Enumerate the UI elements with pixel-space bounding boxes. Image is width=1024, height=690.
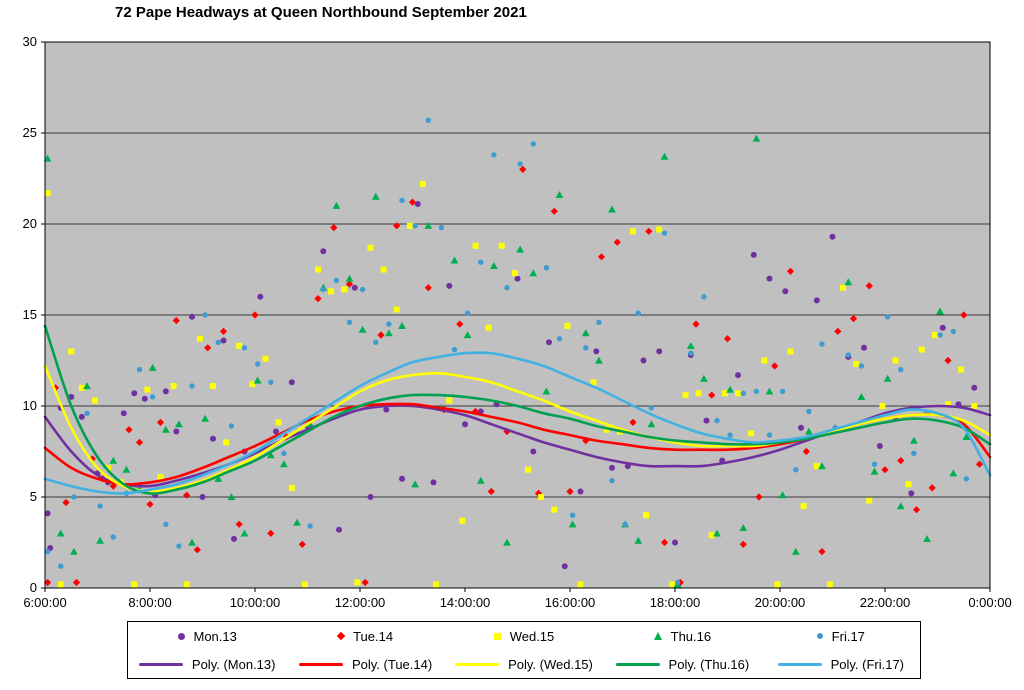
legend-item-poly-fri17: Poly. (Fri.17) — [762, 657, 920, 672]
trendline-Poly. (Wed.15) — [43, 364, 992, 493]
x-tick-label: 8:00:00 — [128, 595, 171, 610]
legend-item-wed15: Wed.15 — [445, 629, 603, 644]
x-tick-label: 22:00:00 — [860, 595, 911, 610]
x-axis: 6:00:00 8:00:00 10:00:00 12:00:00 14:00:00 16… — [23, 588, 1012, 610]
y-tick-label: 10 — [23, 398, 37, 413]
legend-label: Fri.17 — [831, 628, 865, 644]
poly-mon13-line-icon — [138, 662, 183, 666]
legend-label: Poly. (Thu.16) — [668, 656, 750, 672]
legend-label: Poly. (Fri.17) — [830, 656, 904, 672]
x-tick-label: 6:00:00 — [23, 595, 66, 610]
legend-item-thu16: Thu.16 — [603, 629, 761, 644]
y-tick-label: 0 — [30, 580, 37, 595]
y-axis: 0 5 10 15 20 25 30 — [23, 34, 45, 595]
x-tick-label: 16:00:00 — [545, 595, 596, 610]
legend-label: Poly. (Wed.15) — [508, 656, 593, 672]
legend-item-mon13: Mon.13 — [128, 629, 286, 644]
tue14-marker-icon — [336, 631, 346, 641]
legend-row-markers: Mon.13 Tue.14 Wed.15 Thu.16 Fri.17 — [128, 622, 920, 650]
legend-item-poly-mon13: Poly. (Mon.13) — [128, 657, 286, 672]
x-tick-label: 10:00:00 — [230, 595, 281, 610]
fri17-marker-icon — [816, 633, 823, 639]
legend-label: Tue.14 — [353, 628, 394, 644]
legend-label: Poly. (Mon.13) — [191, 656, 276, 672]
thu16-marker-icon — [653, 632, 662, 640]
x-tick-label: 12:00:00 — [335, 595, 386, 610]
trendline-Poly. (Thu.16) — [43, 324, 992, 495]
legend-item-poly-tue14: Poly. (Tue.14) — [286, 657, 444, 672]
legend-label: Poly. (Tue.14) — [351, 656, 433, 672]
legend-item-poly-wed15: Poly. (Wed.15) — [445, 657, 603, 672]
legend-item-tue14: Tue.14 — [286, 629, 444, 644]
x-tick-label: 14:00:00 — [440, 595, 491, 610]
scatter-series-Wed.15 — [44, 181, 978, 588]
chart-title: 72 Pape Headways at Queen Northbound Sep… — [115, 4, 527, 21]
poly-tue14-line-icon — [298, 662, 343, 666]
y-tick-label: 25 — [23, 125, 37, 140]
y-tick-label: 30 — [23, 34, 37, 49]
legend-item-fri17: Fri.17 — [762, 629, 920, 644]
legend-label: Mon.13 — [193, 628, 237, 644]
x-tick-label: 18:00:00 — [650, 595, 701, 610]
scatter-series-Fri.17 — [44, 117, 970, 586]
mon13-marker-icon — [177, 632, 185, 640]
legend-item-poly-thu16: Poly. (Thu.16) — [603, 657, 761, 672]
poly-wed15-line-icon — [455, 662, 500, 666]
x-tick-label: 20:00:00 — [755, 595, 806, 610]
y-tick-label: 20 — [23, 216, 37, 231]
y-tick-label: 5 — [30, 489, 37, 504]
y-tick-label: 15 — [23, 307, 37, 322]
scatter-series-Thu.16 — [43, 134, 971, 588]
poly-fri17-line-icon — [777, 662, 822, 666]
x-tick-label: 0:00:00 — [968, 595, 1011, 610]
trendline-Poly. (Fri.17) — [43, 351, 992, 495]
legend-label: Thu.16 — [670, 628, 712, 644]
wed15-marker-icon — [493, 632, 501, 640]
legend: Mon.13 Tue.14 Wed.15 Thu.16 Fri.17 Poly.… — [127, 621, 921, 679]
poly-thu16-line-icon — [615, 662, 660, 666]
chart-canvas: 0 5 10 15 20 25 30 6:00:00 8:00:00 10:00:00 12:00:… — [23, 34, 1012, 610]
legend-row-trendlines: Poly. (Mon.13) Poly. (Tue.14) Poly. (Wed… — [128, 650, 920, 678]
legend-label: Wed.15 — [509, 628, 555, 644]
